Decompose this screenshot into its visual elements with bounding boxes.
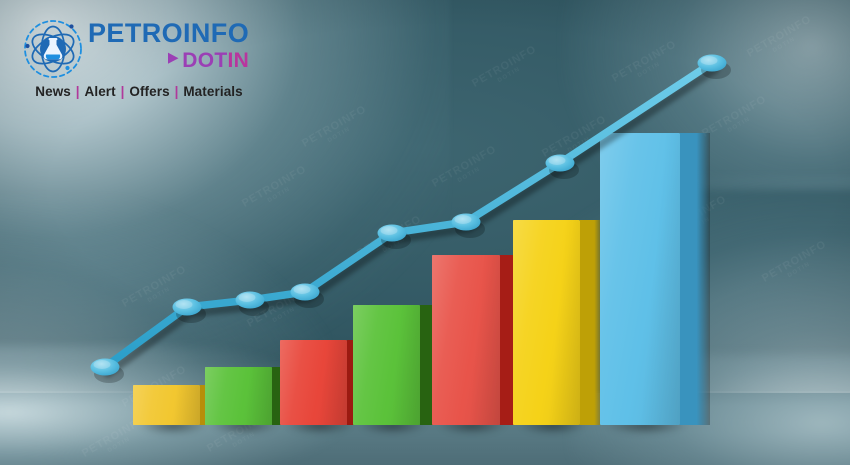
- trend-marker-highlight: [93, 360, 111, 369]
- trend-marker-highlight: [454, 215, 472, 224]
- trend-marker-highlight: [175, 300, 193, 309]
- trend-marker-highlight: [700, 56, 718, 65]
- logo-subtitle-in: IN: [227, 49, 250, 72]
- trend-marker-8: [697, 54, 727, 72]
- trend-marker-4: [290, 283, 320, 301]
- trend-marker-highlight: [548, 156, 566, 165]
- trend-marker-highlight: [238, 293, 256, 302]
- logo-title: PETROINFO: [88, 18, 250, 48]
- trend-marker-5: [377, 224, 407, 242]
- bar-side-face: [680, 133, 710, 425]
- logo-subtitle-row: DOTIN: [88, 50, 249, 71]
- tagline-item[interactable]: Materials: [183, 84, 243, 99]
- arrow-right-icon: [145, 51, 180, 70]
- logo-subtitle-dot: DOT: [182, 49, 228, 72]
- tagline-item[interactable]: Offers: [129, 84, 170, 99]
- tagline-separator: |: [116, 84, 129, 99]
- tagline-item[interactable]: News: [35, 84, 71, 99]
- logo-subtitle: DOTIN: [182, 50, 249, 71]
- trend-marker-highlight: [293, 285, 311, 294]
- trend-marker-1: [90, 358, 120, 376]
- logo[interactable]: PETROINFO DOTIN: [22, 14, 249, 99]
- trend-marker-7: [545, 154, 575, 172]
- trend-line-shadow: [103, 64, 720, 378]
- logo-tagline: News | Alert | Offers | Materials: [34, 84, 244, 99]
- trend-marker-2: [172, 298, 202, 316]
- tagline-separator: |: [170, 84, 183, 99]
- tagline-separator: |: [71, 84, 84, 99]
- logo-wordmark: PETROINFO DOTIN: [88, 18, 250, 72]
- trend-marker-3: [235, 291, 265, 309]
- tagline-item[interactable]: Alert: [84, 84, 116, 99]
- atom-flask-icon: [22, 18, 84, 80]
- trend-marker-highlight: [380, 226, 398, 235]
- trend-marker-6: [451, 213, 481, 231]
